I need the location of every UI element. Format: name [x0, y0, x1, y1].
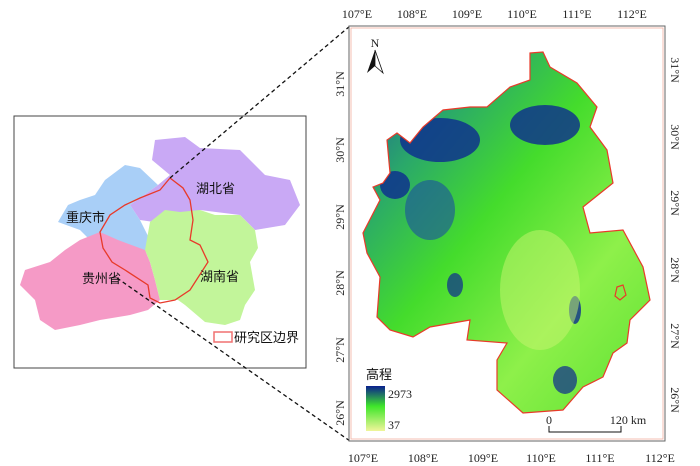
lat-left-30: 30°N: [333, 137, 347, 163]
north-arrow-icon: N: [367, 36, 384, 75]
elevation-legend-title: 高程: [366, 367, 392, 383]
label-hunan: 湖南省: [200, 269, 239, 285]
lat-left-26: 26°N: [333, 400, 347, 426]
label-hubei: 湖北省: [196, 182, 235, 197]
lon-top-108: 108°E: [397, 7, 427, 21]
lon-bottom-112: 112°E: [645, 451, 675, 465]
lon-top-109: 109°E: [452, 7, 482, 21]
inset-map: 湖北省 重庆市 贵州省 湖南省 研究区边界: [13, 115, 307, 369]
elevation-color-ramp: [366, 386, 385, 431]
lat-right-31: 31°N: [668, 57, 682, 83]
boundary-legend-label: 研究区边界: [234, 331, 299, 346]
lat-right-27: 27°N: [668, 323, 682, 349]
elevation-min: 37: [388, 418, 400, 432]
province-hubei: [130, 137, 300, 230]
lon-top-112: 112°E: [617, 7, 647, 21]
svg-text:N: N: [371, 36, 380, 50]
elevation-max: 2973: [388, 387, 412, 401]
lat-left-28: 28°N: [333, 270, 347, 296]
lon-bottom-110: 110°E: [526, 451, 556, 465]
lat-left-29: 29°N: [333, 204, 347, 230]
province-hunan: [145, 210, 258, 325]
connector-top: [169, 25, 351, 179]
lon-top-111: 111°E: [562, 7, 591, 21]
lon-bottom-108: 108°E: [408, 451, 438, 465]
lat-right-26: 26°N: [668, 387, 682, 413]
province-guizhou: [20, 232, 160, 330]
province-chongqing: [58, 165, 158, 255]
lon-bottom-109: 109°E: [468, 451, 498, 465]
lon-top-107: 107°E: [342, 7, 372, 21]
connector-bottom: [116, 277, 351, 442]
scale-bar: [548, 426, 622, 433]
lat-left-31: 31°N: [333, 71, 347, 97]
label-chongqing: 重庆市: [66, 210, 105, 226]
scale-start: 0: [546, 413, 552, 427]
lon-top-110: 110°E: [507, 7, 537, 21]
scale-end: 120 km: [610, 413, 647, 427]
lat-right-29: 29°N: [668, 190, 682, 216]
boundary-legend-swatch: [213, 331, 233, 343]
label-guizhou: 贵州省: [82, 272, 121, 287]
lat-right-30: 30°N: [668, 124, 682, 150]
lat-left-27: 27°N: [333, 337, 347, 363]
study-boundary-inset: [99, 177, 209, 304]
lon-bottom-111: 111°E: [585, 451, 614, 465]
lat-right-28: 28°N: [668, 257, 682, 283]
lon-bottom-107: 107°E: [348, 451, 378, 465]
main-map: 107°E 108°E 109°E 110°E 111°E 112°E 107°…: [333, 7, 682, 465]
